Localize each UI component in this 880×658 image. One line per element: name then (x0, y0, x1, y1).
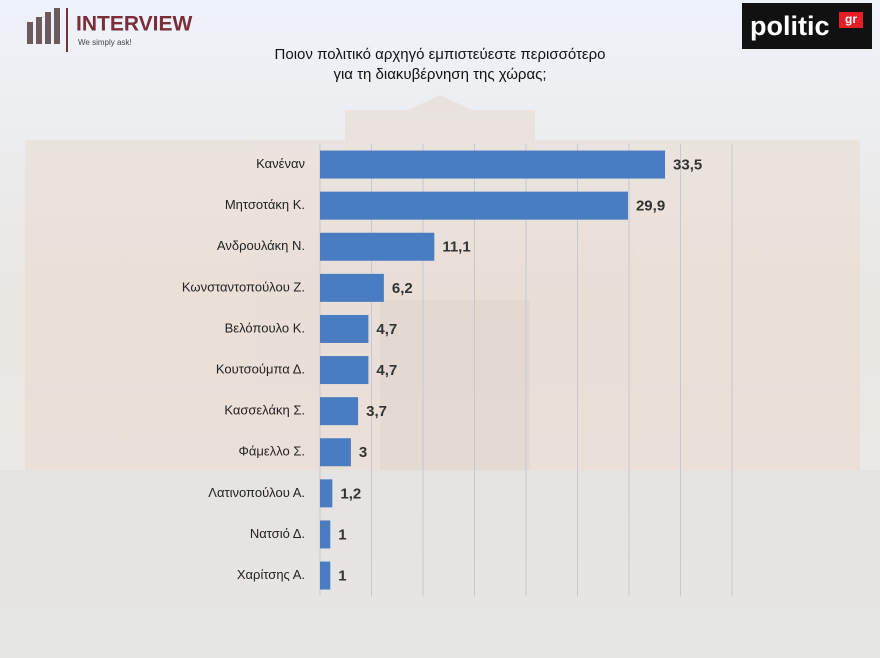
category-label: Μητσοτάκη Κ. (225, 197, 305, 212)
politic-logo: politic gr (742, 3, 872, 49)
bar (320, 520, 331, 549)
bar (320, 561, 331, 590)
category-label: Κανέναν (256, 156, 305, 171)
bar (320, 438, 351, 467)
bar (320, 191, 628, 220)
category-label: Φάμελλο Σ. (239, 444, 305, 459)
chart-title: για τη διακυβέρνηση της χώρας; (333, 66, 546, 83)
category-label: Ανδρουλάκη Ν. (217, 238, 305, 253)
bar (320, 314, 369, 343)
interview-logo: INTERVIEW We simply ask! (27, 8, 192, 52)
bar (320, 232, 435, 261)
bar (320, 479, 333, 508)
value-label: 4,7 (376, 321, 397, 338)
bar (320, 356, 369, 385)
source: politic (750, 11, 830, 41)
value-label: 1 (338, 526, 346, 543)
value-label: 4,7 (376, 362, 397, 379)
value-label: 6,2 (392, 280, 413, 297)
tagline: We simply ask! (78, 38, 132, 47)
background-building (0, 95, 880, 658)
source-suffix: gr (845, 12, 857, 26)
category-label: Λατινοπούλου Α. (208, 485, 305, 500)
value-label: 33,5 (673, 157, 702, 174)
category-label: Χαρίτσης Α. (237, 567, 305, 582)
category-label: Κουτσούμπα Δ. (216, 361, 305, 376)
brand: INTERVIEW (76, 13, 192, 36)
category-label: Κασσελάκη Σ. (224, 403, 305, 418)
category-label: Νατσιό Δ. (250, 526, 305, 541)
value-label: 29,9 (636, 198, 665, 215)
value-label: 1 (338, 568, 346, 585)
category-label: Βελόπουλο Κ. (225, 320, 305, 335)
category-label: Κωνσταντοπούλου Ζ. (182, 279, 305, 294)
value-label: 1,2 (340, 485, 361, 502)
bar (320, 397, 359, 426)
chart-title: Ποιον πολιτικό αρχηγό εμπιστεύεστε περισ… (275, 46, 606, 63)
bar (320, 273, 384, 302)
value-label: 3 (359, 444, 367, 461)
bar (320, 150, 666, 179)
value-label: 3,7 (366, 403, 387, 420)
value-label: 11,1 (442, 239, 470, 256)
